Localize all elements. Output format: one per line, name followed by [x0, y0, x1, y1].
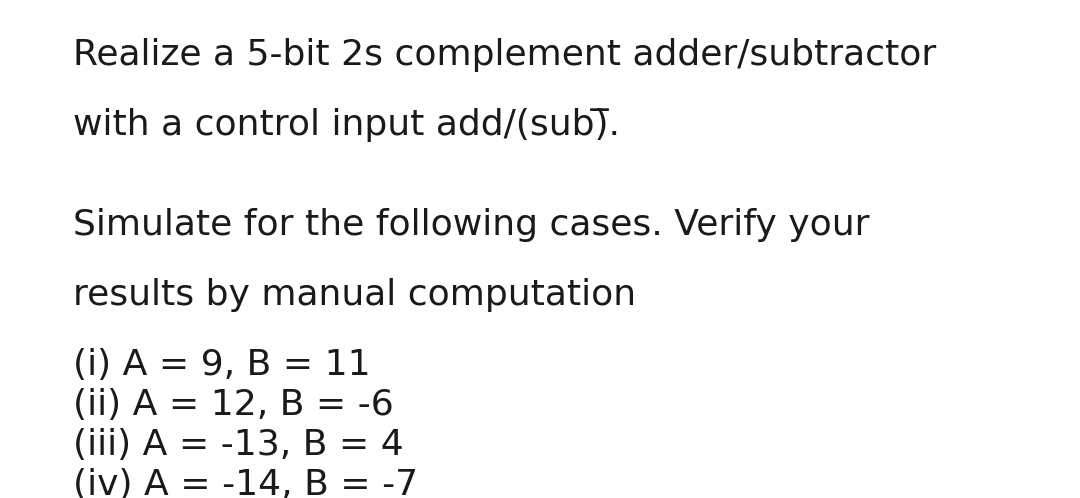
Text: results by manual computation: results by manual computation — [73, 278, 636, 312]
Text: (ii) A = 12, B = -6: (ii) A = 12, B = -6 — [73, 388, 394, 422]
Text: with a control input add/(sub)̅.: with a control input add/(sub)̅. — [73, 108, 620, 142]
Text: Realize a 5-bit 2s complement adder/subtractor: Realize a 5-bit 2s complement adder/subt… — [73, 38, 936, 72]
Text: (iii) A = -13, B = 4: (iii) A = -13, B = 4 — [73, 428, 404, 462]
Text: (iv) A = -14, B = -7: (iv) A = -14, B = -7 — [73, 468, 418, 498]
Text: Simulate for the following cases. Verify your: Simulate for the following cases. Verify… — [73, 208, 869, 242]
Text: (i) A = 9, B = 11: (i) A = 9, B = 11 — [73, 348, 370, 382]
